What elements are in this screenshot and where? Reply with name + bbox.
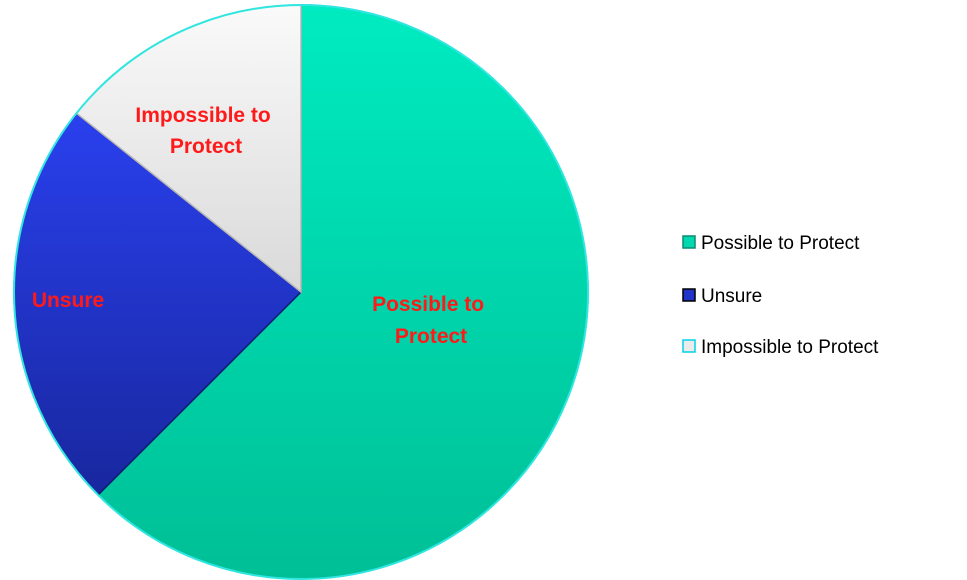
pie-slices	[13, 4, 589, 580]
legend-label-unsure: Unsure	[701, 286, 762, 307]
legend-swatch-impossible	[682, 339, 696, 353]
legend-swatch-possible	[682, 235, 696, 249]
slice-label-unsure: Unsure	[32, 289, 104, 312]
legend-label-possible: Possible to Protect	[701, 233, 860, 254]
slice-label-possible: Possible to Protect	[372, 293, 490, 348]
pie-outline	[13, 4, 589, 580]
chart-legend: Possible to Protect Unsure Impossible to…	[682, 233, 879, 358]
legend-label-impossible: Impossible to Protect	[701, 337, 879, 358]
slice-label-impossible: Impossible to Protect	[135, 104, 276, 158]
legend-swatch-unsure	[682, 288, 696, 302]
pie-slice-labels: Possible to Protect Unsure Impossible to…	[32, 104, 490, 348]
legend-item-impossible: Impossible to Protect	[682, 337, 879, 358]
legend-item-unsure: Unsure	[682, 286, 762, 307]
legend-item-possible: Possible to Protect	[682, 233, 860, 254]
